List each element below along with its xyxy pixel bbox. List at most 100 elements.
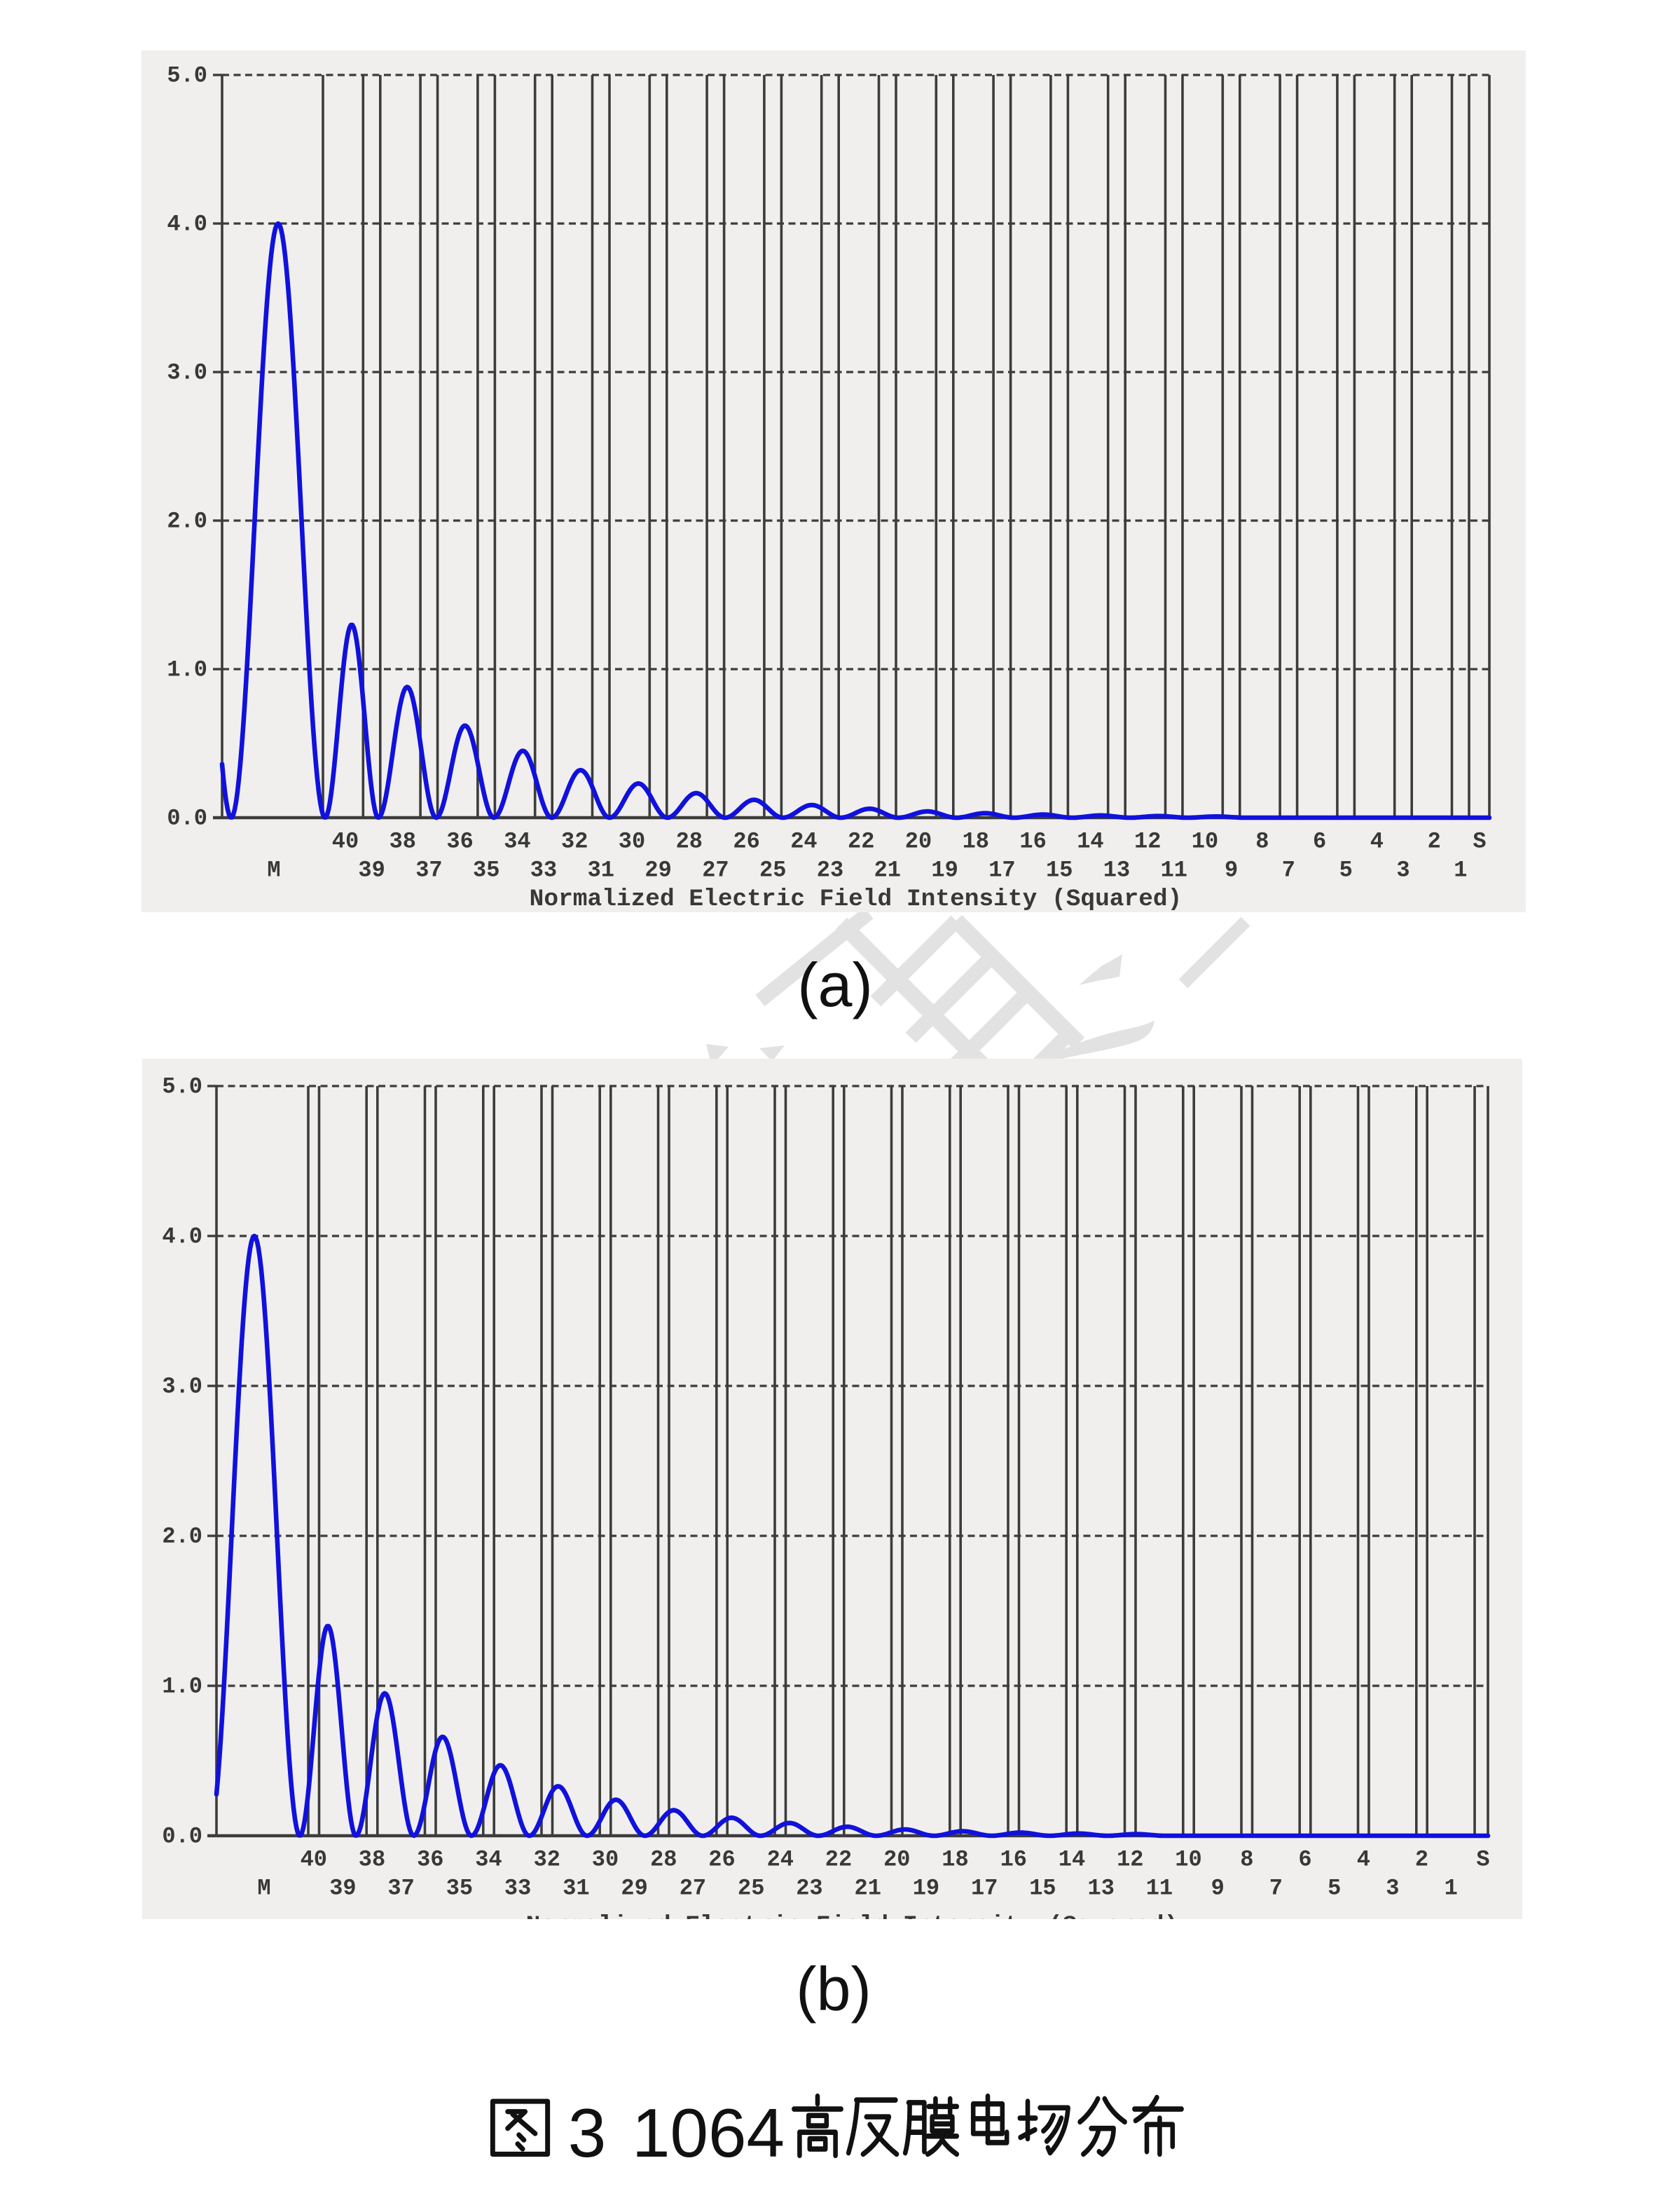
svg-text:17: 17 (988, 857, 1015, 883)
svg-text:0.0: 0.0 (162, 1823, 202, 1849)
svg-text:4: 4 (1357, 1846, 1370, 1872)
svg-text:1.0: 1.0 (167, 657, 207, 682)
svg-text:36: 36 (417, 1846, 443, 1872)
svg-text:26: 26 (708, 1846, 735, 1872)
svg-text:31: 31 (588, 857, 614, 883)
svg-text:25: 25 (738, 1875, 764, 1901)
svg-text:5: 5 (1328, 1875, 1341, 1901)
svg-text:15: 15 (1046, 857, 1073, 883)
svg-text:13: 13 (1087, 1875, 1114, 1901)
svg-text:S: S (1473, 828, 1486, 854)
svg-text:22: 22 (825, 1846, 852, 1872)
svg-text:13: 13 (1103, 857, 1130, 883)
svg-text:40: 40 (301, 1846, 327, 1872)
svg-text:9: 9 (1211, 1875, 1225, 1901)
svg-text:14: 14 (1077, 828, 1103, 854)
svg-text:11: 11 (1161, 857, 1187, 883)
svg-text:23: 23 (817, 857, 843, 883)
svg-text:39: 39 (329, 1875, 356, 1901)
svg-text:15: 15 (1029, 1875, 1056, 1901)
svg-text:3.0: 3.0 (162, 1373, 202, 1399)
svg-text:24: 24 (767, 1846, 794, 1872)
svg-text:12: 12 (1134, 828, 1161, 854)
svg-text:Normalized Electric Field Inte: Normalized Electric Field Intensity (Squ… (530, 886, 1183, 912)
svg-text:S: S (1476, 1846, 1489, 1872)
svg-text:10: 10 (1192, 828, 1218, 854)
svg-text:Normalized Electric Field Inte: Normalized Electric Field Intensity (Squ… (526, 1912, 1179, 1919)
svg-text:14: 14 (1059, 1846, 1085, 1872)
svg-text:4: 4 (1370, 828, 1384, 854)
svg-text:19: 19 (931, 857, 958, 883)
svg-text:30: 30 (592, 1846, 619, 1872)
svg-text:27: 27 (702, 857, 729, 883)
svg-text:16: 16 (1000, 1846, 1027, 1872)
svg-text:29: 29 (645, 857, 671, 883)
svg-text:16: 16 (1019, 828, 1046, 854)
svg-text:28: 28 (676, 828, 703, 854)
svg-text:2: 2 (1428, 828, 1441, 854)
svg-text:4.0: 4.0 (162, 1223, 202, 1249)
svg-text:35: 35 (446, 1875, 473, 1901)
svg-text:28: 28 (650, 1846, 677, 1872)
svg-text:40: 40 (332, 828, 359, 854)
svg-text:0.0: 0.0 (167, 805, 207, 831)
svg-text:22: 22 (848, 828, 874, 854)
svg-text:20: 20 (883, 1846, 910, 1872)
svg-text:8: 8 (1255, 828, 1269, 854)
svg-text:1064: 1064 (632, 2094, 785, 2162)
svg-text:18: 18 (942, 1846, 968, 1872)
svg-text:M: M (267, 857, 280, 883)
svg-text:6: 6 (1313, 828, 1326, 854)
svg-text:3: 3 (1386, 1875, 1399, 1901)
svg-text:2.0: 2.0 (167, 508, 207, 534)
svg-text:21: 21 (854, 1875, 881, 1901)
svg-text:6: 6 (1298, 1846, 1311, 1872)
svg-text:3: 3 (1396, 857, 1409, 883)
svg-text:30: 30 (619, 828, 645, 854)
svg-text:1: 1 (1454, 857, 1467, 883)
svg-text:26: 26 (733, 828, 759, 854)
svg-text:3.0: 3.0 (167, 359, 207, 385)
svg-text:31: 31 (563, 1875, 589, 1901)
svg-text:38: 38 (359, 1846, 385, 1872)
svg-text:33: 33 (530, 857, 557, 883)
svg-text:4.0: 4.0 (167, 211, 207, 237)
svg-text:24: 24 (790, 828, 817, 854)
svg-text:39: 39 (358, 857, 385, 883)
svg-text:1.0: 1.0 (162, 1673, 202, 1699)
svg-text:34: 34 (475, 1846, 502, 1872)
svg-text:37: 37 (415, 857, 442, 883)
svg-text:18: 18 (963, 828, 989, 854)
svg-text:25: 25 (759, 857, 786, 883)
svg-text:2: 2 (1415, 1846, 1428, 1872)
svg-text:1: 1 (1445, 1875, 1458, 1901)
svg-text:7: 7 (1269, 1875, 1283, 1901)
svg-text:33: 33 (504, 1875, 531, 1901)
svg-text:21: 21 (874, 857, 901, 883)
svg-text:23: 23 (796, 1875, 822, 1901)
svg-text:20: 20 (905, 828, 932, 854)
svg-text:M: M (257, 1875, 270, 1901)
svg-text:8: 8 (1240, 1846, 1253, 1872)
svg-text:7: 7 (1282, 857, 1295, 883)
svg-text:12: 12 (1117, 1846, 1143, 1872)
svg-text:32: 32 (561, 828, 588, 854)
svg-text:29: 29 (621, 1875, 647, 1901)
svg-text:19: 19 (913, 1875, 939, 1901)
svg-text:5.0: 5.0 (167, 62, 207, 88)
svg-text:2.0: 2.0 (162, 1523, 202, 1549)
svg-text:5: 5 (1339, 857, 1353, 883)
svg-text:11: 11 (1146, 1875, 1173, 1901)
svg-text:36: 36 (446, 828, 473, 854)
svg-text:34: 34 (504, 828, 530, 854)
svg-text:27: 27 (680, 1875, 706, 1901)
svg-text:3: 3 (568, 2094, 607, 2162)
svg-text:38: 38 (390, 828, 416, 854)
svg-text:35: 35 (473, 857, 499, 883)
svg-text:17: 17 (971, 1875, 998, 1901)
svg-text:9: 9 (1225, 857, 1238, 883)
svg-text:32: 32 (534, 1846, 560, 1872)
svg-text:37: 37 (387, 1875, 414, 1901)
svg-text:5.0: 5.0 (162, 1073, 202, 1099)
svg-text:10: 10 (1175, 1846, 1201, 1872)
